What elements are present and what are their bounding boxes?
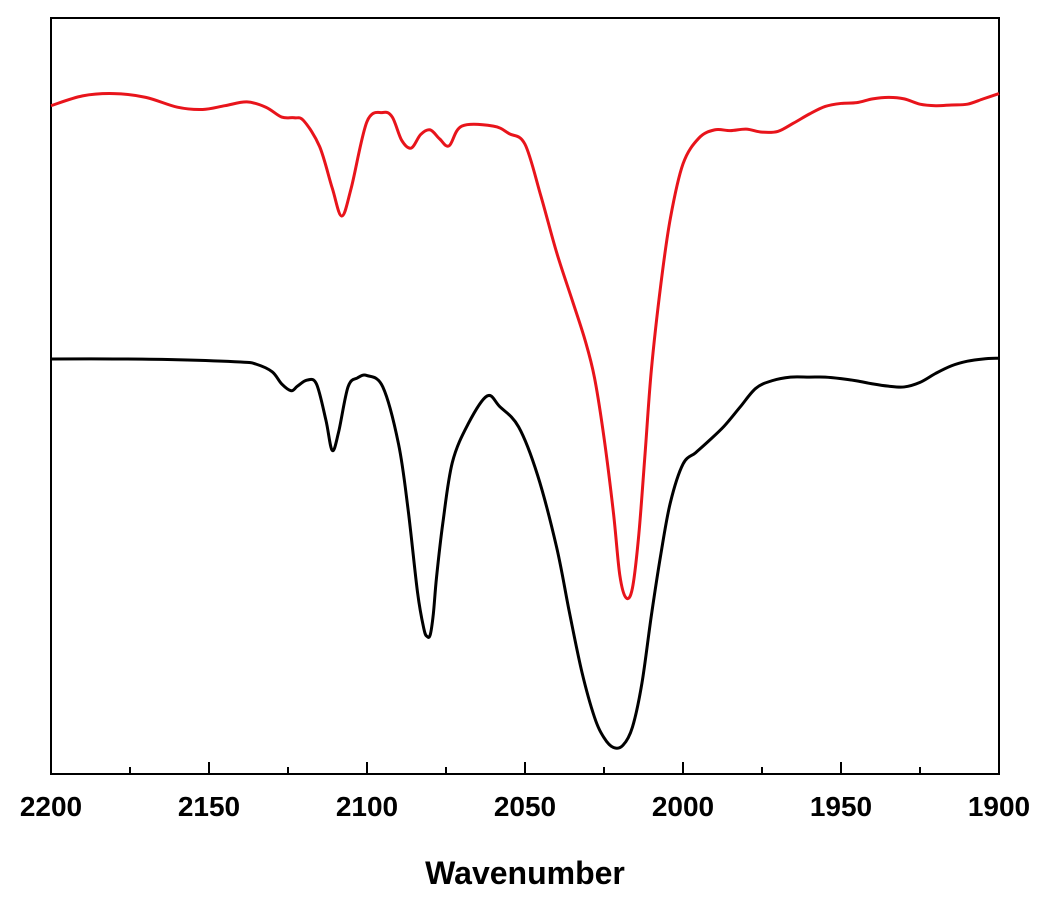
plot-frame [50,17,1000,775]
x-tick-label: 2050 [494,791,556,822]
x-axis-title: Wavenumber [425,855,625,891]
x-axis-ticks [50,762,1000,774]
x-tick-label: 2100 [336,791,398,822]
x-tick-label: 1900 [968,791,1030,822]
x-tick-label: 2200 [20,791,82,822]
x-axis-tick-labels: 2200 2150 2100 2050 2000 1950 1900 [20,791,1030,822]
x-tick-label: 1950 [810,791,872,822]
red-spectrum-line [50,92,1000,601]
x-tick-label: 2000 [652,791,714,822]
plot-border [50,17,1000,775]
series-group [50,92,1000,750]
black-spectrum-line [50,356,1000,750]
x-tick-label: 2150 [178,791,240,822]
